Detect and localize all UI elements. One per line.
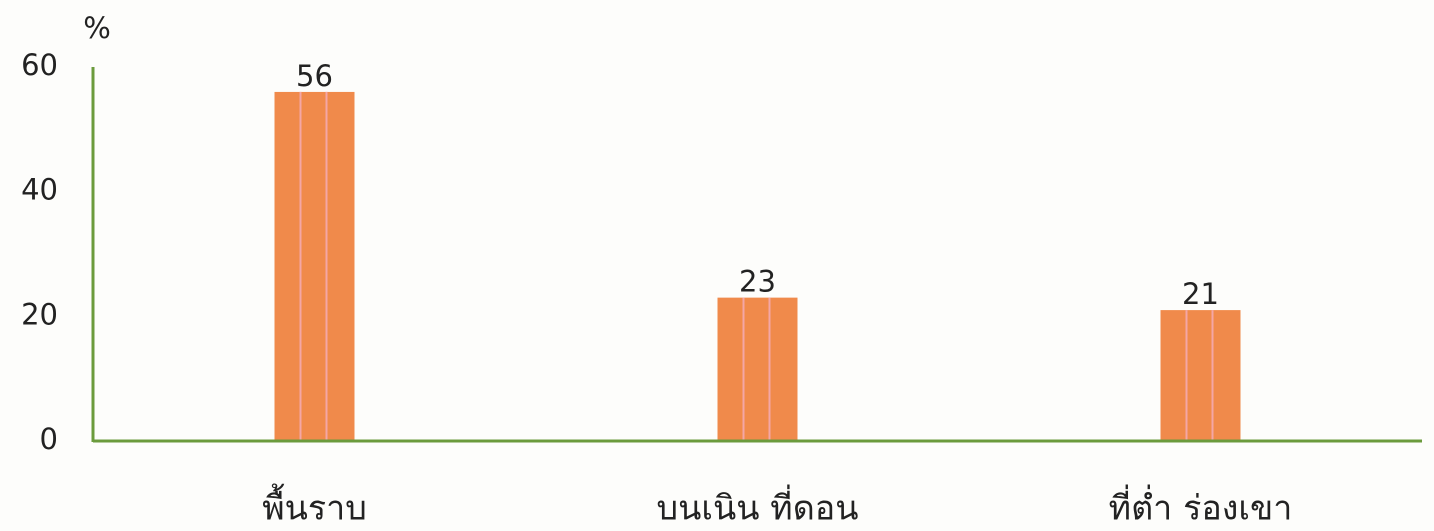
value-label: 56 bbox=[296, 59, 333, 93]
value-label: 21 bbox=[1182, 277, 1219, 311]
x-tick-label: พื้นราบ bbox=[262, 484, 367, 529]
y-axis-label: % bbox=[83, 11, 111, 45]
bar bbox=[274, 91, 355, 441]
y-tick-label: 60 bbox=[21, 48, 58, 82]
value-label: 23 bbox=[739, 265, 776, 299]
y-tick-label: 40 bbox=[21, 173, 58, 207]
x-tick-label: ที่ต่ำ ร่องเขา bbox=[1109, 485, 1293, 529]
y-tick-label: 20 bbox=[21, 297, 58, 331]
bar bbox=[717, 297, 798, 441]
bar bbox=[1160, 310, 1241, 441]
y-tick-label: 0 bbox=[40, 422, 58, 456]
x-tick-label: บนเนิน ที่ดอน bbox=[657, 485, 859, 529]
